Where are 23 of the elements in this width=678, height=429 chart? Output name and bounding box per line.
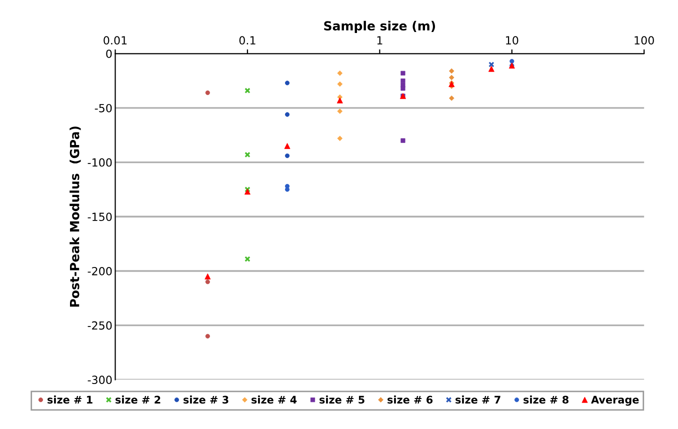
- legend-label: size # 2: [116, 396, 160, 404]
- legend-label: size # 1: [48, 396, 92, 404]
- legend-label: size # 5: [320, 396, 364, 404]
- y-axis-title: Post-Peak Modulus (GPa): [70, 126, 81, 307]
- x-tick-label: 10: [506, 36, 518, 45]
- y-tick-label: -100: [88, 158, 112, 167]
- y-tick-label: 0: [106, 50, 112, 58]
- x-tick-label: 0.1: [239, 36, 256, 45]
- legend-label: size # 6: [388, 396, 433, 404]
- y-tick-label: -150: [88, 212, 112, 222]
- y-tick-label: -250: [88, 321, 112, 330]
- x-tick-label: 100: [634, 36, 654, 45]
- legend-label: size # 8: [524, 396, 568, 404]
- x-tick-label: 1: [377, 36, 382, 44]
- y-tick-label: -300: [88, 376, 112, 384]
- x-axis-title: Sample size (m): [324, 20, 436, 33]
- y-tick-label: -50: [94, 104, 112, 112]
- legend-label: size # 7: [456, 396, 500, 404]
- y-tick-label: -200: [88, 266, 112, 276]
- x-tick-label: 0.01: [104, 36, 127, 45]
- legend-label: size # 4: [252, 396, 297, 404]
- legend-label: Average: [591, 396, 639, 406]
- legend-label: size # 3: [184, 396, 228, 404]
